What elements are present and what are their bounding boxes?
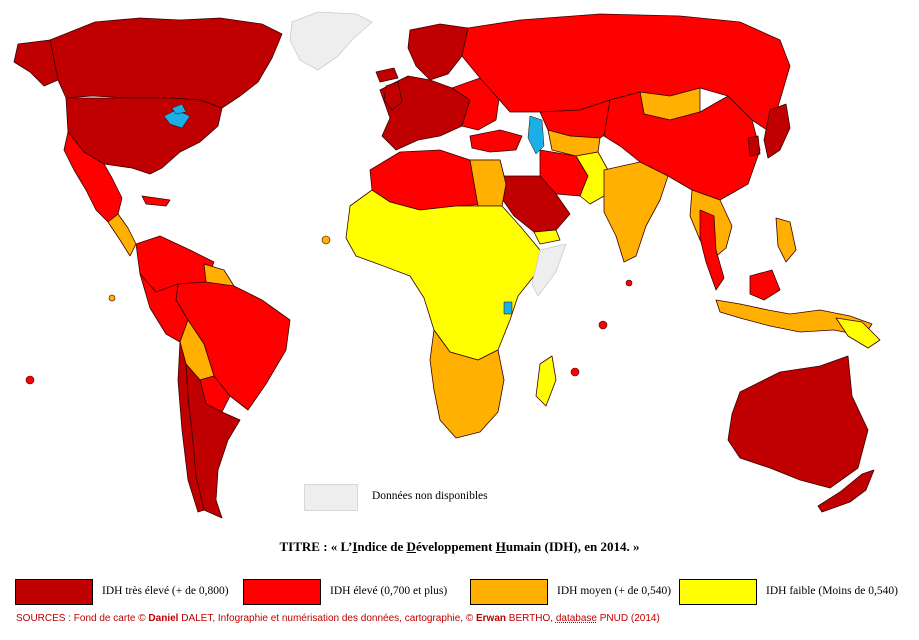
legend-medium-swatch [470,579,548,605]
uk-region [383,81,403,111]
iceland-region [375,67,399,83]
legend-high-swatch [243,579,321,605]
sources-caption: SOURCES : Fond de carte © Daniel DALET, … [16,613,660,624]
korea-region [747,135,761,157]
thailand-region [699,209,725,291]
lake-victoria-water [503,301,513,315]
egypt-region [469,159,507,207]
turkey-region [469,129,523,153]
legend-no-data-swatch [304,484,358,511]
central-america-region [107,213,137,257]
world-map [13,11,881,519]
australia-region [727,355,869,489]
india-region [603,161,669,263]
island-dot [625,279,633,287]
island-dot [598,320,608,330]
sub-saharan-africa-region [345,189,553,361]
chile-region [177,341,205,513]
legend-high-label: IDH élevé (0,700 et plus) [330,585,448,597]
yemen-region [533,229,561,245]
new-zealand-region [817,469,875,513]
southern-africa-region [429,329,505,439]
papua-new-guinea-region [835,317,881,349]
russia-region [461,13,791,133]
island-dot [108,294,116,302]
legend-no-data-label: Données non disponibles [372,490,488,502]
japan-region [763,103,791,159]
island-dot [570,367,580,377]
legend-very-high-swatch [15,579,93,605]
afghanistan-pakistan-region [575,151,609,205]
island-dot [25,375,35,385]
cuba-region [141,195,171,207]
scandinavia-region [407,23,469,81]
legend-low-swatch [679,579,757,605]
philippines-region [775,217,797,263]
china-region [603,91,761,201]
canada-region [49,17,283,109]
legend-low-label: IDH faible (Moins de 0,540) [766,585,898,597]
hudson-lake-water [171,103,187,115]
greenland-region [289,11,373,71]
madagascar-region [535,355,557,407]
map-title: TITRE : « L’Indice de Développement Huma… [279,539,640,554]
legend-very-high-label: IDH très élevé (+ de 0,800) [102,585,229,597]
legend-medium-label: IDH moyen (+ de 0,540) [557,585,672,597]
somalia-region [531,243,567,297]
malaysia-region [749,269,781,301]
western-europe-region [379,75,471,151]
caspian-sea-water [527,115,545,155]
island-dot [321,235,331,245]
alaska-region [13,39,59,87]
